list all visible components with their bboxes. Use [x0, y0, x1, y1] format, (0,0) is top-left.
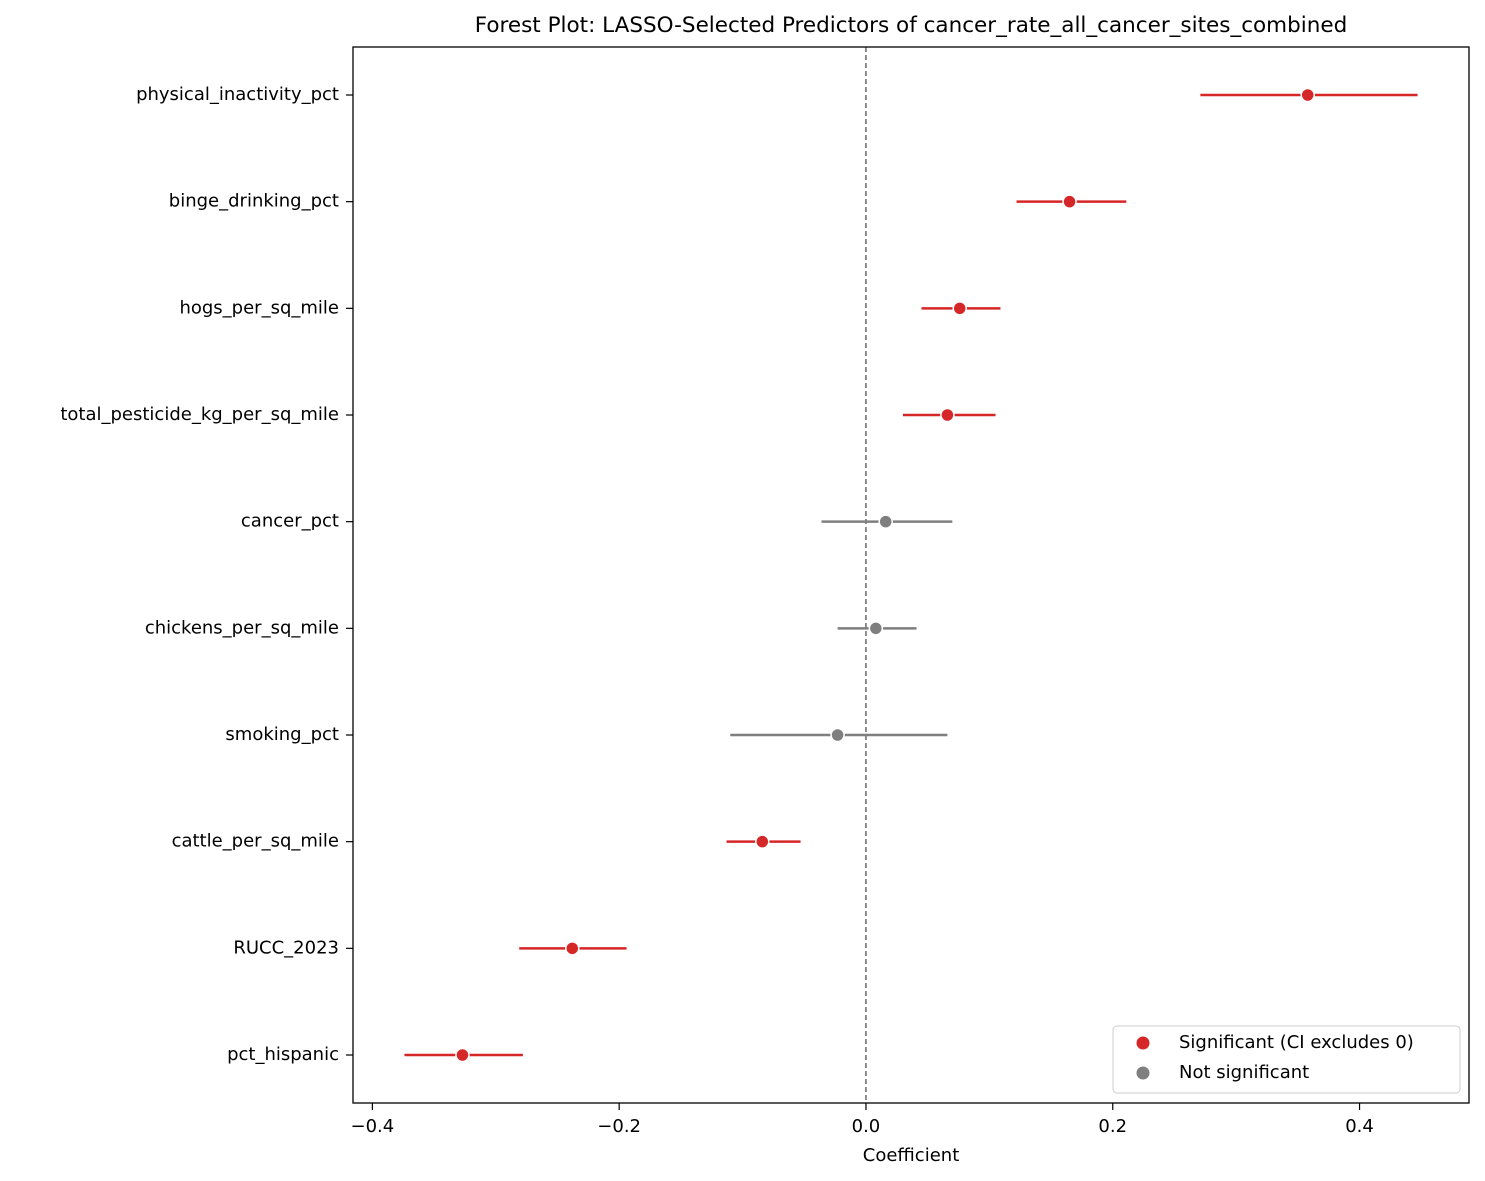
point	[1062, 194, 1077, 209]
legend-marker	[1136, 1066, 1150, 1080]
point	[940, 407, 955, 423]
point	[878, 514, 893, 529]
plot-frame	[352, 46, 1470, 1104]
x-axis-label: Coefficient	[863, 1145, 960, 1166]
x-tick-label: −0.4	[351, 1116, 395, 1137]
x-tick-label: −0.2	[597, 1116, 641, 1137]
y-tick-label: smoking_pct	[225, 724, 339, 745]
point	[565, 941, 580, 956]
x-tick-label: 0.0	[852, 1116, 881, 1137]
y-tick-label: physical_inactivity_pct	[136, 84, 339, 105]
x-tick-label: 0.2	[1098, 1116, 1127, 1137]
y-tick-label: cattle_per_sq_mile	[172, 831, 339, 852]
legend-box	[1112, 1025, 1461, 1094]
y-tick-label: hogs_per_sq_mile	[179, 297, 339, 318]
point	[455, 1047, 470, 1063]
y-tick-label: pct_hispanic	[227, 1044, 339, 1065]
legend-label: Significant (CI excludes 0)	[1179, 1032, 1414, 1053]
chart-title: Forest Plot: LASSO-Selected Predictors o…	[475, 13, 1347, 38]
point	[830, 727, 845, 743]
legend: Significant (CI excludes 0) Not significa…	[1112, 1025, 1461, 1094]
point	[952, 301, 967, 316]
point	[868, 621, 884, 636]
x-tick-label: 0.4	[1345, 1116, 1374, 1137]
y-tick-label: total_pesticide_kg_per_sq_mile	[60, 404, 339, 425]
point	[1300, 87, 1315, 103]
y-tick-label: chickens_per_sq_mile	[145, 617, 339, 638]
point	[755, 834, 770, 849]
y-tick-label: binge_drinking_pct	[169, 191, 339, 212]
legend-marker	[1136, 1036, 1150, 1050]
y-tick-label: cancer_pct	[241, 511, 339, 532]
y-tick-label: RUCC_2023	[233, 937, 339, 958]
legend-label: Not significant	[1179, 1062, 1309, 1083]
